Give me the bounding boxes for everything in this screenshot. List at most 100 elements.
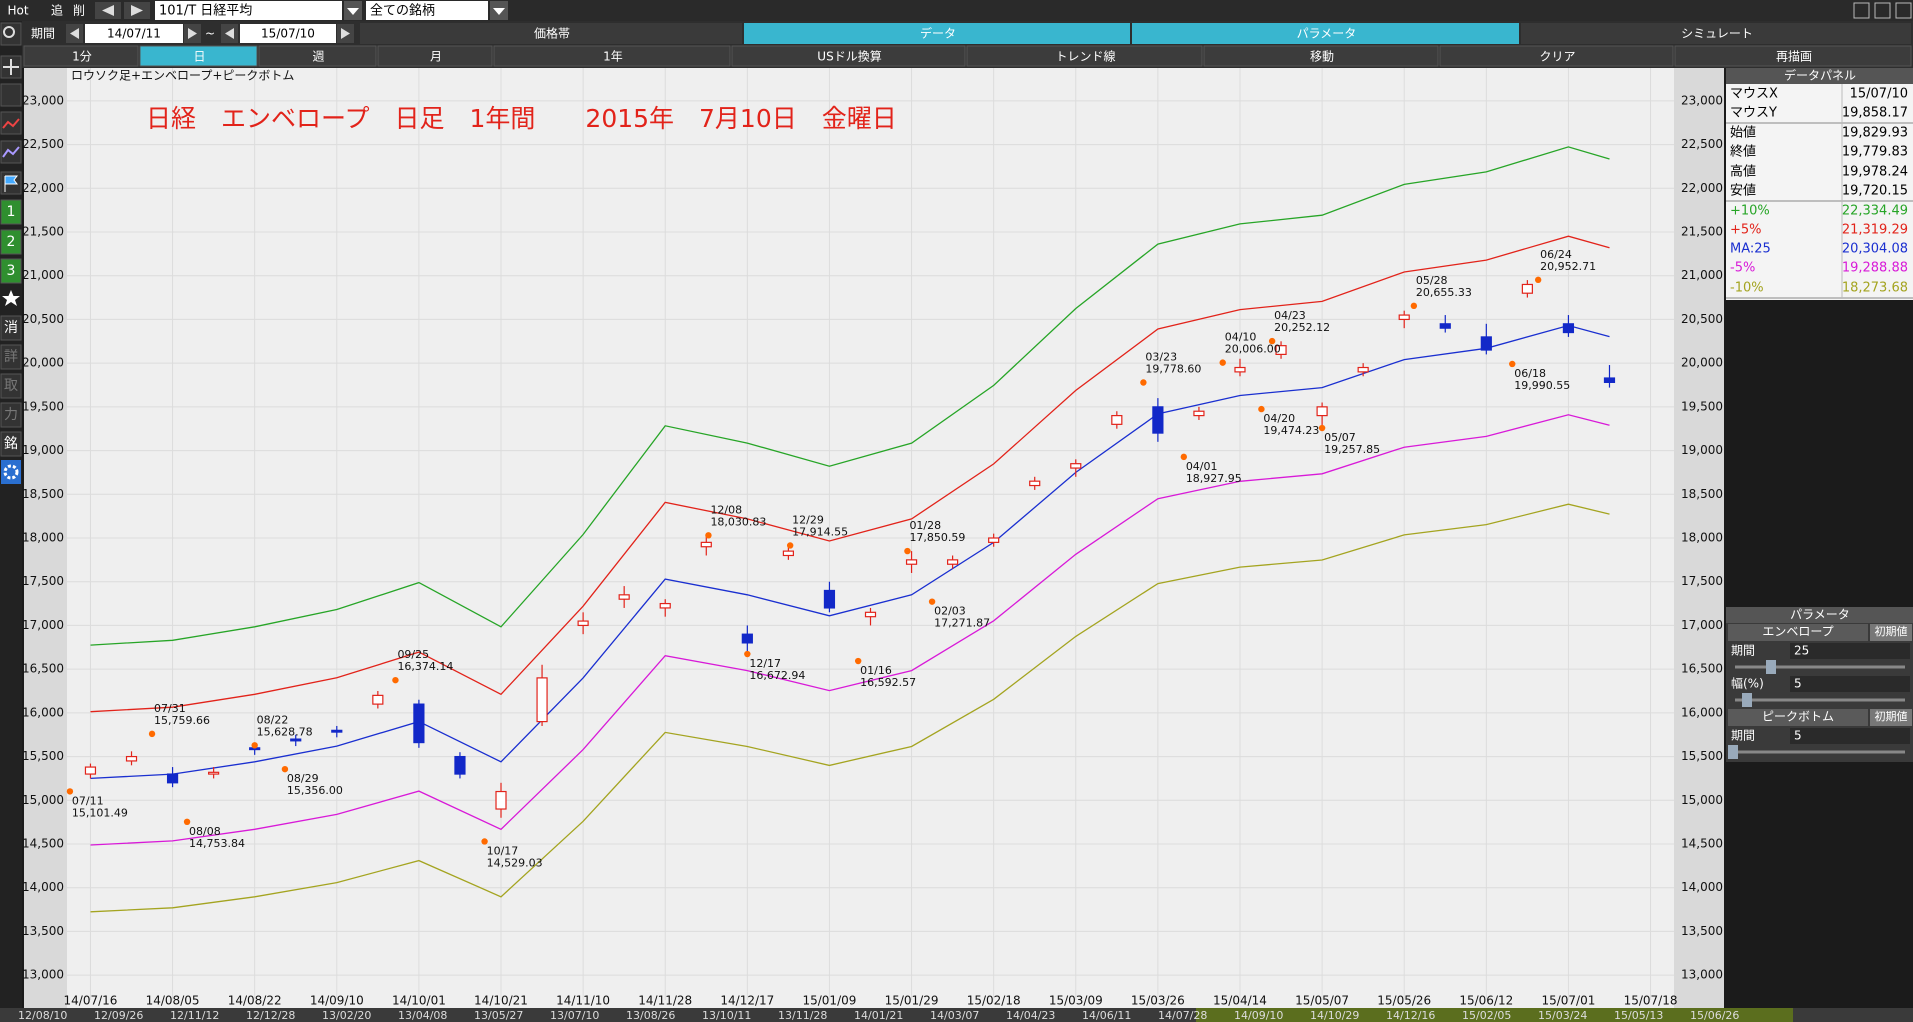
navigator-label: 15/03/24 xyxy=(1538,1009,1587,1022)
peak-bottom-date: 04/10 xyxy=(1225,331,1257,344)
window-button[interactable] xyxy=(1874,2,1891,19)
y-tick-label: 22,000 xyxy=(1681,181,1723,195)
tool-button[interactable] xyxy=(966,45,1203,67)
date-box[interactable] xyxy=(240,24,336,43)
sidebar-button[interactable] xyxy=(0,431,22,457)
candle-body xyxy=(290,738,302,742)
y-tick-label: 23,000 xyxy=(22,93,64,107)
symbol-box[interactable] xyxy=(155,1,342,20)
sidebar-button[interactable] xyxy=(0,344,22,370)
window-button[interactable] xyxy=(1895,2,1912,19)
peak-bottom-marker xyxy=(183,818,191,826)
delete-button[interactable]: 削 xyxy=(73,4,85,18)
panel-row-label: 終値 xyxy=(1730,144,1756,160)
sidebar-label: 1 xyxy=(7,204,16,220)
sidebar-icon[interactable] xyxy=(0,83,22,107)
tab[interactable] xyxy=(744,23,1130,44)
y-tick-label: 21,500 xyxy=(1681,225,1723,239)
add-button[interactable]: 追 xyxy=(51,3,63,18)
sidebar-button[interactable] xyxy=(0,315,22,341)
date-box[interactable] xyxy=(85,24,183,43)
peak-bottom-value: 15,628.78 xyxy=(257,725,313,738)
y-tick-label: 19,500 xyxy=(22,399,64,413)
navigator-label: 15/06/26 xyxy=(1690,1009,1739,1022)
peak-bottom-value: 17,271.87 xyxy=(934,617,990,630)
tool-button[interactable] xyxy=(23,45,139,67)
navigator-label: 13/07/10 xyxy=(550,1009,599,1022)
reset-button[interactable] xyxy=(1870,624,1912,641)
navigator-label: 12/08/10 xyxy=(18,1009,67,1022)
section-title: ピークボトム xyxy=(1762,710,1834,724)
navigator-label: 13/08/26 xyxy=(626,1009,675,1022)
y-tick-label: 13,500 xyxy=(22,924,64,938)
peak-bottom-marker xyxy=(1318,424,1326,432)
sidebar-button[interactable] xyxy=(0,373,22,399)
tool-button[interactable] xyxy=(258,45,377,67)
panel-row-label: +5% xyxy=(1730,223,1762,238)
candle-body xyxy=(1275,345,1287,355)
peak-bottom-date: 04/20 xyxy=(1263,412,1295,425)
universe-box[interactable] xyxy=(366,1,488,20)
peak-bottom-marker xyxy=(1410,302,1418,310)
sidebar-button[interactable] xyxy=(0,199,22,225)
candle-body xyxy=(536,677,548,723)
tool-button[interactable] xyxy=(377,45,493,67)
settings-button[interactable] xyxy=(1,460,21,484)
sidebar-label: 詳 xyxy=(4,349,18,365)
symbol: 101/T 日経平均 xyxy=(159,4,252,19)
drop-icon xyxy=(347,8,359,15)
hot-button[interactable]: Hot xyxy=(7,4,28,18)
window-button[interactable] xyxy=(1853,2,1870,19)
tool-button[interactable] xyxy=(493,45,731,67)
x-tick-label: 15/05/07 xyxy=(1295,994,1349,1008)
reset-button[interactable] xyxy=(1870,709,1912,726)
candle-body xyxy=(1357,366,1369,373)
sidebar-label: 2 xyxy=(7,234,16,250)
tab-label: データ xyxy=(920,26,956,41)
candle-body xyxy=(659,602,671,609)
sidebar-button[interactable] xyxy=(0,258,22,284)
tool-button[interactable] xyxy=(1439,45,1674,67)
tool-button-label: 移動 xyxy=(1310,50,1334,64)
sidebar-icon[interactable] xyxy=(0,111,22,135)
slider-knob[interactable] xyxy=(1728,745,1738,759)
tool-button[interactable] xyxy=(1203,45,1439,67)
candle-body xyxy=(1439,323,1451,329)
y-tick-label: 17,000 xyxy=(1681,618,1723,632)
tab[interactable] xyxy=(1132,23,1519,44)
tool-button[interactable] xyxy=(1674,45,1912,67)
candle-body xyxy=(208,771,220,775)
slider-knob[interactable] xyxy=(1766,660,1776,674)
x-tick-label: 14/10/21 xyxy=(474,994,528,1008)
y-tick-label: 14,500 xyxy=(22,837,64,851)
y-tick-label: 15,000 xyxy=(1681,793,1723,807)
candle-body xyxy=(331,729,343,733)
panel-row-label: 安値 xyxy=(1730,183,1756,199)
drop-icon xyxy=(493,8,505,15)
tab[interactable] xyxy=(360,23,742,44)
peak-bottom-date: 05/07 xyxy=(1324,431,1356,444)
candle-body xyxy=(988,537,1000,543)
y-tick-label: 22,500 xyxy=(1681,137,1723,151)
navigator-label: 13/02/20 xyxy=(322,1009,371,1022)
candle-body xyxy=(1398,314,1410,321)
x-tick-label: 15/03/09 xyxy=(1049,994,1103,1008)
peak-bottom-date: 03/23 xyxy=(1145,350,1177,363)
y-tick-label: 22,000 xyxy=(22,181,64,195)
tab[interactable] xyxy=(1521,23,1911,44)
to-date: 15/07/10 xyxy=(261,27,315,41)
sidebar-button[interactable] xyxy=(0,229,22,255)
sidebar-button[interactable] xyxy=(0,402,22,428)
slider-knob[interactable] xyxy=(1742,693,1752,707)
navigator-range[interactable] xyxy=(1196,1008,1793,1022)
peak-bottom-marker xyxy=(1140,379,1147,386)
tool-button-label: トレンド線 xyxy=(1055,49,1115,64)
peak-bottom-date: 07/11 xyxy=(72,794,104,807)
y-tick-label: 13,000 xyxy=(22,968,64,982)
tool-button[interactable] xyxy=(139,45,258,67)
peak-bottom-marker xyxy=(481,838,488,845)
param-label: 期間 xyxy=(1731,644,1755,658)
tool-button[interactable] xyxy=(731,45,966,67)
sidebar-label: 消 xyxy=(4,320,18,336)
y-tick-label: 21,500 xyxy=(22,225,64,239)
